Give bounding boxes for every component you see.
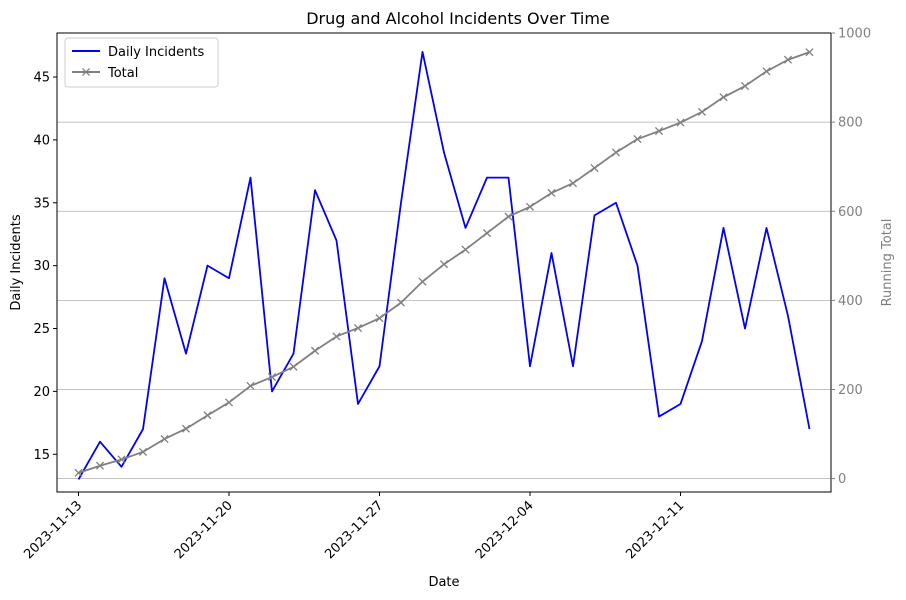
y2-tick-label: 0 (838, 472, 846, 487)
data-point-total (396, 298, 406, 307)
x-axis: 2023-11-13 2023-11-20 2023-11-27 2023-12-04… (21, 492, 687, 562)
data-point-total (138, 447, 148, 456)
legend: Daily Incidents Total (64, 37, 219, 88)
plot-series (74, 48, 814, 480)
left-y-axis: 15 20 25 30 35 40 45 (33, 71, 57, 463)
legend-label-daily-incidents: Daily Incidents (108, 45, 204, 60)
legend-marker-total (81, 67, 91, 77)
data-point-total (267, 372, 277, 382)
data-point-total (439, 260, 449, 269)
data-point-total (568, 179, 578, 188)
legend-label-total: Total (107, 66, 138, 81)
gridlines (57, 32, 831, 480)
data-point-total (418, 277, 427, 286)
data-point-total (482, 229, 492, 238)
chart-title: Drug and Alcohol Incidents Over Time (306, 9, 610, 28)
data-point-total (504, 212, 513, 221)
data-point-total (332, 332, 341, 341)
data-point-total (289, 362, 298, 371)
data-point-total (95, 461, 105, 470)
data-point-total (676, 118, 685, 127)
x-tick-label: 2023-12-04 (473, 498, 537, 562)
y2-tick-label: 400 (838, 294, 863, 309)
x-tick-label: 2023-11-20 (172, 498, 236, 562)
legend-x-marker (81, 67, 91, 77)
x-tick-label: 2023-11-27 (322, 498, 386, 562)
y-tick-label: 30 (33, 259, 50, 274)
data-point-total (353, 323, 363, 333)
y-tick-label: 25 (33, 322, 50, 337)
plot-frame (56, 32, 832, 493)
data-point-total (203, 411, 212, 420)
y-tick-label: 15 (33, 448, 50, 463)
x-axis-title: Date (428, 575, 459, 590)
y-axis-title: Daily Incidents (9, 214, 24, 310)
data-point-total (783, 55, 793, 64)
y2-axis-title: Running Total (880, 219, 895, 307)
data-point-total (547, 188, 556, 198)
data-point-total (461, 245, 470, 254)
data-point-total (246, 381, 255, 390)
data-point-total (74, 468, 83, 477)
data-point-total (740, 81, 750, 91)
legend-box (64, 37, 219, 88)
x-tick-label: 2023-11-13 (21, 498, 85, 562)
data-point-total (590, 163, 599, 173)
right-y-axis: 0 200 400 600 800 1000 (831, 27, 871, 487)
data-point-total (310, 346, 320, 355)
y-tick-label: 40 (33, 133, 50, 148)
y-tick-label: 35 (33, 196, 50, 211)
y2-tick-label: 600 (838, 205, 863, 220)
y-tick-label: 20 (33, 385, 50, 400)
y2-tick-label: 200 (838, 383, 863, 398)
y2-tick-label: 1000 (838, 27, 871, 42)
data-point-total (633, 135, 642, 144)
series-line-total (78, 51, 810, 474)
data-point-total (719, 93, 728, 102)
series-line-daily-incidents (77, 50, 811, 480)
y2-tick-label: 800 (838, 116, 863, 131)
data-point-total (697, 107, 707, 116)
data-point-total (117, 455, 126, 464)
data-point-total (654, 126, 664, 136)
x-tick-label: 2023-12-11 (623, 498, 687, 562)
data-point-total (525, 202, 535, 211)
data-point-total (762, 67, 771, 76)
data-point-total (160, 434, 169, 444)
data-point-total (181, 424, 191, 433)
data-point-total (611, 148, 621, 157)
data-point-total (224, 398, 234, 407)
data-point-total (805, 48, 814, 57)
data-point-total (375, 314, 384, 323)
y-tick-label: 45 (33, 71, 50, 86)
